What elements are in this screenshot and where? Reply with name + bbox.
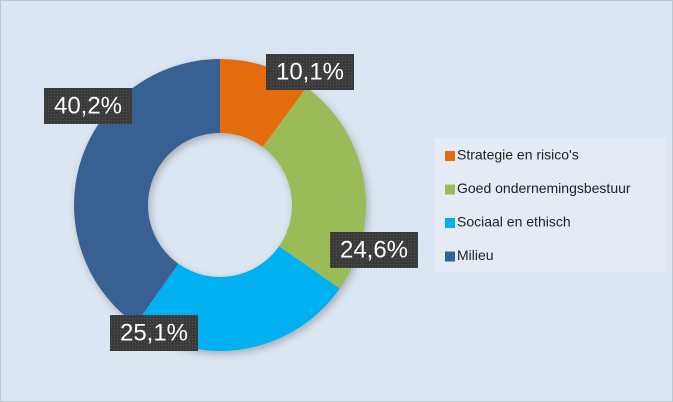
data-label: 40,2% (54, 92, 122, 119)
legend-label: Goed ondernemingsbestuur (457, 180, 631, 196)
legend-swatch (445, 218, 455, 228)
legend-swatch (445, 251, 455, 262)
data-label-box (110, 315, 198, 351)
data-label-box (266, 54, 354, 90)
legend-swatch (445, 151, 455, 161)
data-label: 24,6% (340, 236, 408, 263)
data-label-box (330, 232, 418, 268)
legend-label: Milieu (457, 247, 494, 263)
legend-box (435, 138, 665, 272)
legend-swatch (445, 184, 455, 195)
data-label: 25,1% (120, 319, 188, 346)
data-label: 10,1% (276, 58, 344, 85)
slice (74, 59, 220, 325)
data-label-box (44, 88, 132, 124)
legend-label: Sociaal en ethisch (457, 214, 571, 230)
legend-label: Strategie en risico's (457, 147, 579, 163)
